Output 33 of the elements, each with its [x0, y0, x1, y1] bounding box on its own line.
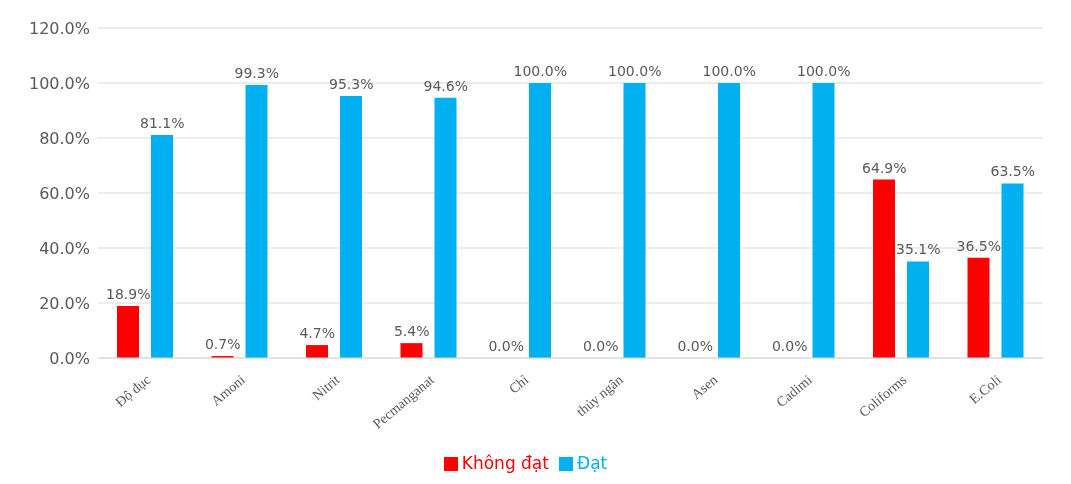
y-tick-label: 120.0% [28, 18, 90, 38]
data-label: 0.7% [204, 336, 241, 353]
data-label: 63.5% [990, 163, 1035, 180]
legend-label: Đạt [576, 453, 608, 473]
x-tick-label: Chì [506, 372, 532, 397]
data-label: 4.7% [299, 325, 336, 342]
data-label: 5.4% [393, 323, 430, 340]
data-label: 100.0% [608, 63, 662, 79]
data-label: 99.3% [234, 64, 279, 81]
legend-label: Không đạt [461, 453, 549, 473]
data-label: 0.0% [771, 338, 808, 354]
x-tick-label: Độ đục [112, 372, 154, 410]
y-tick-label: 40.0% [39, 238, 90, 258]
y-tick-label: 0.0% [49, 348, 90, 368]
data-label: 18.9% [106, 286, 151, 303]
data-label: 81.1% [140, 114, 185, 131]
y-tick-label: 20.0% [39, 293, 90, 313]
data-label: 100.0% [702, 63, 756, 79]
data-label: 95.3% [329, 75, 374, 92]
data-label: 100.0% [513, 63, 567, 79]
data-label: 35.1% [896, 241, 941, 258]
y-tick-label: 100.0% [28, 73, 90, 93]
data-label: 0.0% [488, 338, 525, 354]
y-tick-label: 80.0% [39, 128, 90, 148]
data-label: 94.6% [423, 77, 468, 94]
y-tick-label: 60.0% [39, 183, 90, 203]
data-label: 0.0% [677, 338, 714, 354]
data-label: 64.9% [862, 159, 907, 176]
x-tick-label: thủy ngân [573, 372, 626, 420]
data-label: 0.0% [582, 338, 619, 354]
data-label: 100.0% [797, 63, 851, 79]
x-tick-label: Asen [688, 372, 721, 403]
data-label: 36.5% [956, 237, 1001, 254]
